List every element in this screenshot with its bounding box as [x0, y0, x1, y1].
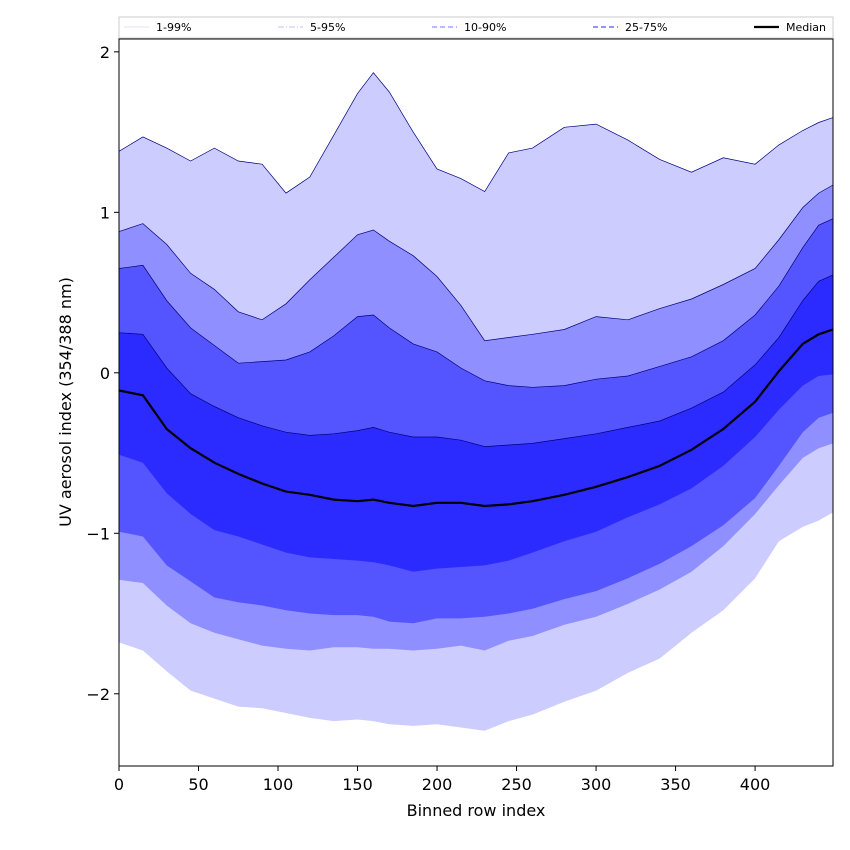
x-axis: 0 50 100 150 200 250 300 350 400: [114, 766, 770, 794]
legend-box: [118, 16, 834, 39]
y-axis: −2 −1 0 1 2: [86, 43, 119, 704]
y-tick-label: 1: [100, 203, 110, 222]
x-tick-label: 300: [581, 775, 612, 794]
y-axis-label: UV aerosol index (354/388 nm): [56, 277, 75, 527]
legend-label: 25-75%: [625, 21, 667, 34]
median-line: [118, 328, 834, 508]
y-tick-label: −2: [86, 685, 110, 704]
legend-label: 1-99%: [156, 21, 191, 34]
axes-frame: [118, 38, 834, 767]
band-upper-edge-5-95-: [118, 72, 834, 194]
x-tick-label: 0: [114, 775, 124, 794]
x-tick-label: 150: [342, 775, 373, 794]
legend: 1-99% 5-95% 10-90% 25-75% Median: [118, 16, 834, 39]
x-tick-label: 350: [660, 775, 691, 794]
y-tick-label: 2: [100, 43, 110, 62]
band-median: [119, 274, 833, 572]
band-upper-edge-25-75-: [118, 218, 834, 388]
legend-label: Median: [786, 21, 826, 34]
plot-area: [118, 72, 834, 731]
y-tick-label: 0: [100, 364, 110, 383]
band-upper-edge-median: [118, 274, 834, 447]
legend-label: 10-90%: [464, 21, 506, 34]
x-tick-label: 200: [422, 775, 453, 794]
x-tick-label: 50: [188, 775, 208, 794]
x-tick-label: 400: [740, 775, 771, 794]
x-tick-label: 250: [501, 775, 532, 794]
x-tick-label: 100: [263, 775, 294, 794]
legend-label: 5-95%: [310, 21, 345, 34]
y-tick-label: −1: [86, 524, 110, 543]
x-axis-label: Binned row index: [407, 801, 546, 820]
band-upper-edge-10-90-: [118, 184, 834, 342]
